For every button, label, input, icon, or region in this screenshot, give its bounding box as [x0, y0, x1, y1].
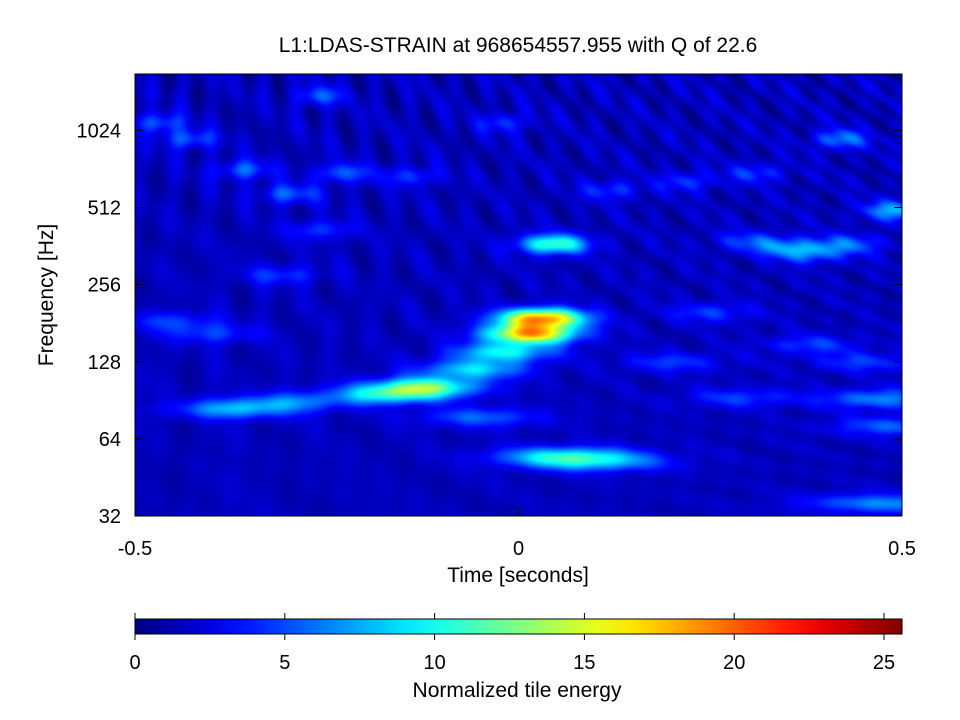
y-tick-label: 256 [88, 275, 121, 297]
heatmap-image [135, 74, 902, 516]
y-tick-label: 64 [99, 429, 121, 451]
plot-area [134, 73, 903, 517]
colorbar-gradient [134, 618, 903, 635]
colorbar-tick-group: 0 5 10 15 20 25 [129, 613, 895, 674]
x-tick-label: -0.5 [118, 538, 152, 560]
y-tick-label: 32 [99, 506, 121, 528]
chart-title: L1:LDAS-STRAIN at 968654557.955 with Q o… [279, 34, 758, 57]
y-tick-label: 1024 [77, 120, 122, 142]
colorbar-tick-label: 20 [723, 652, 745, 674]
x-axis-label: Time [seconds] [447, 564, 589, 587]
colorbar-tick-label: 0 [129, 652, 140, 674]
y-tick-label: 128 [88, 352, 121, 374]
colorbar-tick-label: 5 [279, 652, 290, 674]
x-tick-group: -0.5 0 0.5 [118, 74, 916, 560]
x-tick-label: 0 [513, 538, 524, 560]
colorbar-label: Normalized tile energy [413, 679, 622, 702]
colorbar-tick-label: 10 [423, 652, 445, 674]
x-tick-label: 0.5 [888, 538, 916, 560]
colorbar: 0 5 10 15 20 25 Normalized tile energy [129, 613, 903, 702]
y-axis-label: Frequency [Hz] [35, 224, 58, 366]
y-tick-group: 32 64 128 256 512 1024 [77, 120, 902, 528]
colorbar-tick-label: 15 [573, 652, 595, 674]
x-axis: -0.5 0 0.5 Time [seconds] [118, 74, 916, 587]
y-axis: 32 64 128 256 512 1024 Frequency [Hz] [35, 74, 902, 528]
y-tick-label: 512 [88, 198, 121, 220]
colorbar-tick-label: 25 [873, 652, 895, 674]
